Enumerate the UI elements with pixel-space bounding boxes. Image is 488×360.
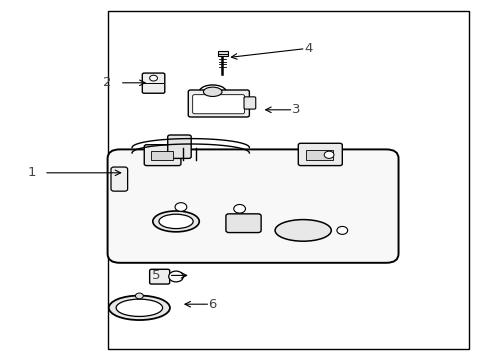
Bar (305, 150, 332, 160)
Text: 5: 5 (152, 269, 161, 282)
Text: 6: 6 (208, 298, 217, 311)
Circle shape (168, 271, 183, 282)
Circle shape (336, 226, 347, 234)
Text: 1: 1 (27, 166, 36, 179)
Circle shape (233, 204, 245, 213)
Circle shape (324, 151, 333, 158)
FancyBboxPatch shape (142, 73, 164, 93)
FancyBboxPatch shape (149, 269, 169, 284)
Text: 3: 3 (291, 103, 300, 116)
Circle shape (135, 293, 143, 299)
FancyBboxPatch shape (192, 95, 244, 114)
Ellipse shape (108, 296, 170, 320)
Text: 4: 4 (303, 42, 312, 55)
Bar (150, 151, 172, 160)
Circle shape (175, 203, 186, 211)
FancyBboxPatch shape (244, 97, 255, 109)
Bar (217, 51, 228, 56)
Ellipse shape (152, 211, 199, 232)
FancyBboxPatch shape (188, 90, 249, 117)
FancyBboxPatch shape (298, 143, 342, 166)
Ellipse shape (116, 299, 162, 316)
Ellipse shape (203, 87, 222, 96)
Text: 2: 2 (103, 76, 112, 89)
FancyBboxPatch shape (107, 149, 398, 263)
FancyBboxPatch shape (144, 145, 181, 166)
FancyBboxPatch shape (111, 167, 127, 191)
Circle shape (149, 75, 157, 81)
FancyBboxPatch shape (167, 135, 191, 158)
FancyBboxPatch shape (225, 214, 261, 233)
Ellipse shape (159, 214, 193, 229)
Bar (107, 11, 468, 349)
Ellipse shape (274, 220, 331, 241)
